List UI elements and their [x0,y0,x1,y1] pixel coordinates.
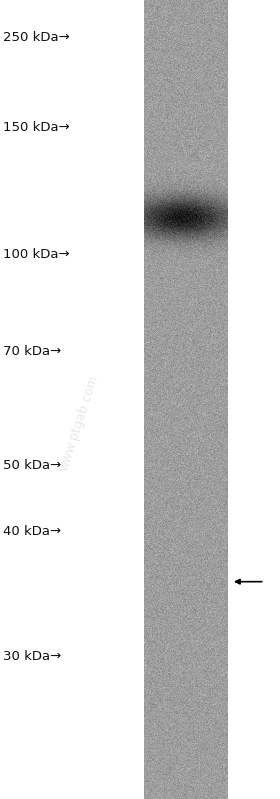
Text: 40 kDa→: 40 kDa→ [3,525,61,538]
Text: 250 kDa→: 250 kDa→ [3,31,69,44]
Text: 50 kDa→: 50 kDa→ [3,459,61,471]
Text: 150 kDa→: 150 kDa→ [3,121,69,134]
Text: 70 kDa→: 70 kDa→ [3,345,61,358]
Text: 100 kDa→: 100 kDa→ [3,248,69,260]
Text: www.ptgab.com: www.ptgab.com [57,374,100,473]
Text: 30 kDa→: 30 kDa→ [3,650,61,663]
